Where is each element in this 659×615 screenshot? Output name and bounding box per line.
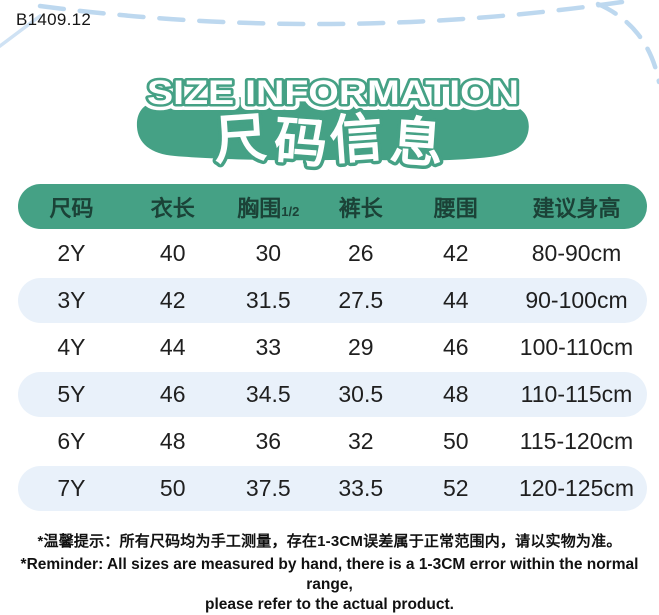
height-value: 90-100cm bbox=[525, 287, 628, 313]
waist-value: 52 bbox=[442, 475, 469, 501]
banner-title-en: SIZE INFORMATION bbox=[147, 74, 519, 112]
size-value: 4Y bbox=[57, 334, 86, 360]
reminder-note-en-line1: *Reminder: All sizes are measured by han… bbox=[20, 556, 639, 593]
col-header-chest-fraction: 1/2 bbox=[281, 203, 300, 219]
height-value: 80-90cm bbox=[531, 240, 622, 266]
pants-value: 27.5 bbox=[338, 287, 384, 313]
length-value: 46 bbox=[159, 381, 186, 407]
product-code: B1409.12 bbox=[16, 10, 92, 29]
pants-value: 26 bbox=[347, 240, 374, 266]
size-value: 3Y bbox=[57, 287, 86, 313]
table-header-row: 尺码 衣长 胸围1/2 裤长 腰围 建议身高 bbox=[18, 184, 647, 229]
size-value: 2Y bbox=[57, 240, 86, 266]
col-header-chest: 胸围1/2 bbox=[221, 191, 317, 223]
waist-value: 46 bbox=[442, 334, 469, 360]
col-header-height: 建议身高 bbox=[532, 195, 621, 221]
footer-notes: *温馨提示：所有尺码均为手工测量，存在1-3CM误差属于正常范围内，请以实物为准… bbox=[0, 530, 659, 615]
chest-value: 37.5 bbox=[245, 475, 291, 501]
size-table: 尺码 衣长 胸围1/2 裤长 腰围 建议身高 2Y 40 30 26 42 80… bbox=[18, 184, 647, 513]
pants-value: 33.5 bbox=[338, 475, 384, 501]
size-information-banner: SIZE INFORMATION SIZE INFORMATION 尺码信息 bbox=[136, 68, 529, 179]
chest-value: 36 bbox=[255, 428, 282, 454]
waist-value: 48 bbox=[442, 381, 469, 407]
reminder-note-en-line2: please refer to the actual product. bbox=[205, 596, 454, 613]
banner-title-en-halo: SIZE INFORMATION bbox=[147, 74, 519, 112]
height-value: 120-125cm bbox=[518, 475, 635, 501]
length-value: 50 bbox=[159, 475, 186, 501]
banner-green-blob bbox=[136, 94, 529, 161]
reminder-note-zh: *温馨提示：所有尺码均为手工测量，存在1-3CM误差属于正常范围内，请以实物为准… bbox=[37, 533, 622, 550]
chest-value: 33 bbox=[255, 334, 282, 360]
table-row: 2Y 40 30 26 42 80-90cm bbox=[18, 231, 647, 276]
col-header-waist: 腰围 bbox=[433, 195, 478, 221]
waist-value: 42 bbox=[442, 240, 469, 266]
col-header-chest-label: 胸围 bbox=[237, 195, 282, 221]
waist-value: 50 bbox=[442, 428, 469, 454]
size-value: 7Y bbox=[57, 475, 86, 501]
reminder-note-en: *Reminder: All sizes are measured by han… bbox=[0, 555, 659, 615]
height-value: 110-115cm bbox=[520, 381, 633, 407]
chest-value: 34.5 bbox=[245, 381, 291, 407]
col-header-length: 衣长 bbox=[150, 195, 195, 221]
pants-value: 29 bbox=[347, 334, 374, 360]
table-row: 3Y 42 31.5 27.5 44 90-100cm bbox=[18, 278, 647, 323]
table-row: 5Y 46 34.5 30.5 48 110-115cm bbox=[18, 372, 647, 417]
table-row: 7Y 50 37.5 33.5 52 120-125cm bbox=[18, 466, 647, 511]
banner-title-zh: 尺码信息 bbox=[212, 108, 450, 175]
length-value: 40 bbox=[159, 240, 186, 266]
table-row: 6Y 48 36 32 50 115-120cm bbox=[18, 419, 647, 464]
col-header-pants: 裤长 bbox=[338, 195, 383, 221]
pants-value: 30.5 bbox=[338, 381, 384, 407]
chest-value: 31.5 bbox=[245, 287, 291, 313]
table-row: 4Y 44 33 29 46 100-110cm bbox=[18, 325, 647, 370]
chest-value: 30 bbox=[255, 240, 282, 266]
waist-value: 44 bbox=[442, 287, 469, 313]
length-value: 42 bbox=[159, 287, 186, 313]
height-value: 100-110cm bbox=[519, 334, 634, 360]
size-value: 6Y bbox=[57, 428, 86, 454]
size-value: 5Y bbox=[57, 381, 86, 407]
length-value: 48 bbox=[159, 428, 186, 454]
length-value: 44 bbox=[159, 334, 186, 360]
height-value: 115-120cm bbox=[519, 428, 634, 454]
pants-value: 32 bbox=[347, 428, 374, 454]
col-header-size: 尺码 bbox=[49, 195, 94, 221]
